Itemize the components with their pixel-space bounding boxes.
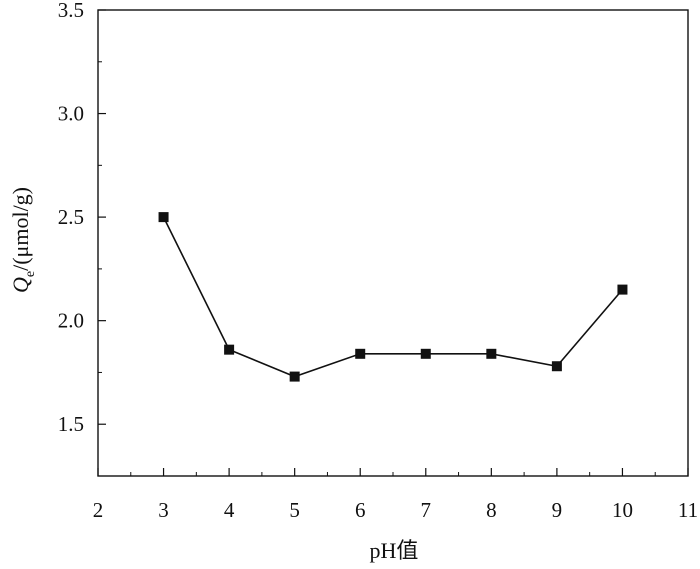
y-axis-tick-label: 3.0	[58, 102, 84, 126]
data-point-marker	[420, 348, 431, 359]
x-axis-tick-label: 5	[289, 498, 300, 522]
plot-frame	[97, 9, 689, 477]
y-axis-tick-label: 3.5	[58, 0, 84, 22]
x-axis-label: pH值	[370, 538, 419, 563]
data-point-marker	[289, 371, 300, 382]
data-point-marker	[355, 348, 366, 359]
data-point-marker	[486, 348, 497, 359]
axes-layer	[97, 9, 689, 477]
y-axis-tick-label: 2.5	[58, 205, 84, 229]
y-axis-tick-label: 1.5	[58, 412, 84, 436]
data-point-marker	[224, 344, 235, 355]
x-axis-tick-label: 6	[355, 498, 366, 522]
x-axis-tick-label: 9	[552, 498, 563, 522]
x-axis-tick-label: 4	[224, 498, 235, 522]
data-point-marker	[617, 284, 628, 295]
y-axis-label-unit: /(μmol/g)	[8, 187, 33, 271]
x-axis-tick-label: 10	[612, 498, 633, 522]
data-point-marker	[158, 212, 169, 223]
x-axis-tick-label: 2	[93, 498, 104, 522]
series-layer	[158, 212, 628, 382]
y-axis-label-symbol: Q	[8, 277, 33, 293]
data-point-marker	[551, 361, 562, 372]
x-axis-tick-label: 3	[158, 498, 169, 522]
series-line	[162, 216, 624, 378]
y-axis-tick-label: 2.0	[58, 309, 84, 333]
ticks-layer: 2 3 4 5 6 7 8 9 10 11 1.5 2.0 2.5 3.0 3.5	[58, 0, 698, 522]
x-axis-tick-label: 8	[486, 498, 497, 522]
x-axis-tick-label: 7	[421, 498, 432, 522]
y-axis-label-subscript: e	[23, 271, 38, 277]
y-axis-label: Qe/(μmol/g)	[8, 187, 38, 293]
x-axis-tick-label: 11	[678, 498, 698, 522]
